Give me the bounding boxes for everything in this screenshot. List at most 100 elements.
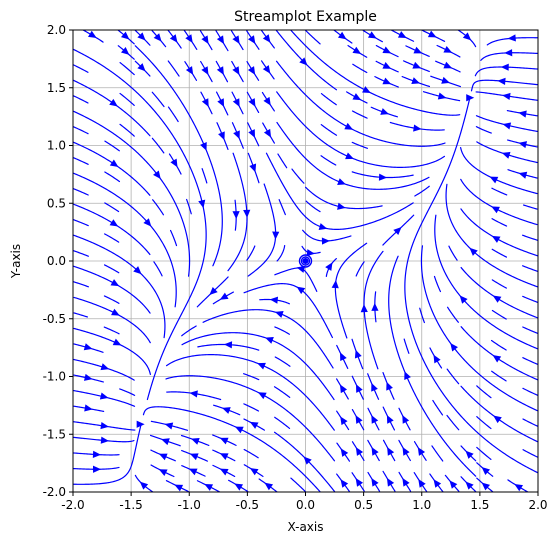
stream-arrow-129 — [443, 61, 453, 69]
stream-arrow-86 — [112, 338, 122, 346]
stream-arrow-32 — [469, 247, 478, 256]
streamline-155 — [475, 126, 492, 134]
stream-arrow-7 — [234, 426, 244, 434]
stream-arrow-156 — [441, 76, 450, 84]
stream-arrow-205 — [337, 178, 346, 185]
stream-arrow-5 — [264, 482, 274, 491]
streamline-124 — [491, 309, 507, 320]
y-tick-label: -1.0 — [43, 370, 66, 384]
streamline-227 — [320, 155, 337, 166]
stream-arrow-102 — [443, 46, 453, 53]
streamline-25 — [522, 387, 538, 396]
stream-arrow-99 — [249, 468, 259, 476]
streamline-243 — [355, 261, 365, 277]
stream-arrow-98 — [219, 468, 229, 476]
y-tick-label: 1.0 — [47, 139, 66, 153]
stream-arrow-109 — [189, 453, 199, 461]
streamline-244 — [305, 200, 321, 213]
stream-arrow-133 — [344, 122, 354, 130]
stream-arrow-28 — [459, 295, 468, 304]
stream-arrow-219 — [274, 311, 284, 318]
x-tick-label: 0.5 — [354, 498, 373, 512]
streamline-187 — [448, 245, 458, 261]
stream-arrow-113 — [340, 448, 349, 457]
stream-arrow-222 — [360, 304, 368, 313]
stream-arrow-105 — [352, 46, 362, 54]
stream-arrow-63 — [169, 34, 178, 43]
streamline-186 — [446, 306, 459, 323]
stream-arrow-172 — [437, 92, 447, 100]
streamline-54 — [305, 30, 321, 45]
x-axis-label: X-axis — [288, 520, 324, 534]
stream-arrow-135 — [247, 66, 256, 75]
stream-arrow-59 — [232, 35, 240, 45]
stream-arrow-250 — [325, 262, 333, 271]
stream-arrow-173 — [352, 93, 362, 101]
x-tick-label: -1.0 — [178, 498, 201, 512]
stream-arrow-168 — [371, 415, 379, 424]
streamline-245 — [278, 199, 286, 216]
stream-arrow-226 — [378, 173, 388, 181]
stream-arrow-51 — [397, 31, 407, 38]
streamline-190 — [167, 106, 179, 123]
stream-arrow-64 — [153, 33, 162, 42]
stream-arrow-206 — [263, 128, 272, 138]
streamline-142 — [119, 62, 135, 76]
streamline-185 — [446, 368, 460, 385]
stream-arrow-141 — [137, 63, 146, 72]
stream-arrow-92 — [100, 422, 109, 430]
stream-arrow-52 — [367, 31, 377, 39]
critical-point-center — [302, 258, 309, 264]
stream-arrow-90 — [99, 392, 109, 400]
streamline-75 — [73, 157, 89, 165]
streamline-85 — [73, 312, 89, 318]
streamline-148 — [103, 295, 120, 304]
stream-arrow-199 — [371, 382, 378, 392]
x-tick-label: 1.5 — [470, 498, 489, 512]
stream-arrow-72 — [153, 170, 161, 180]
stream-arrow-207 — [248, 129, 255, 138]
streamline-21 — [522, 449, 538, 458]
stream-arrow-235 — [219, 292, 229, 300]
x-axis-ticks: -2.0 -1.5 -1.0 -0.5 0.0 0.5 1.0 1.5 2.0 — [61, 492, 548, 512]
x-tick-label: 0.0 — [296, 498, 315, 512]
stream-arrow-41 — [518, 141, 528, 149]
stream-arrow-176 — [263, 96, 271, 106]
streamline-236 — [274, 326, 290, 335]
stream-arrow-101 — [481, 467, 491, 475]
stream-arrow-158 — [382, 77, 392, 85]
stream-arrow-136 — [232, 66, 240, 75]
streamline-217 — [181, 325, 197, 337]
stream-arrow-44 — [502, 92, 511, 100]
stream-arrow-247 — [269, 296, 279, 304]
streamline-33 — [522, 265, 538, 273]
stream-lines — [73, 30, 538, 492]
stream-arrow-91 — [84, 404, 93, 412]
stream-arrow-24 — [450, 342, 458, 352]
stream-arrow-61 — [201, 35, 209, 45]
stream-arrow-22 — [493, 415, 502, 424]
stream-arrow-177 — [248, 98, 256, 107]
streamline-29 — [522, 326, 538, 334]
streamline-127 — [491, 218, 508, 227]
streamline-251 — [276, 245, 286, 262]
stream-arrow-115 — [371, 447, 379, 456]
stream-arrow-106 — [200, 142, 207, 151]
stream-arrow-114 — [355, 447, 364, 456]
stream-arrow-249 — [296, 265, 306, 273]
stream-arrow-175 — [345, 152, 354, 160]
stream-arrow-80 — [133, 266, 142, 275]
streamline-192 — [152, 199, 165, 216]
y-tick-label: 0.5 — [47, 196, 66, 210]
stream-arrow-15 — [433, 479, 442, 488]
stream-arrow-248 — [321, 237, 330, 245]
streamline-195 — [273, 386, 291, 399]
stream-arrow-0 — [136, 420, 145, 428]
streamline-213 — [419, 307, 425, 324]
stream-arrow-239 — [371, 302, 379, 311]
stream-arrow-48 — [507, 34, 516, 42]
stream-arrow-89 — [83, 373, 93, 381]
streamline-153 — [476, 416, 492, 430]
stream-arrow-162 — [164, 422, 174, 430]
y-axis-label: Y-axis — [9, 244, 23, 279]
